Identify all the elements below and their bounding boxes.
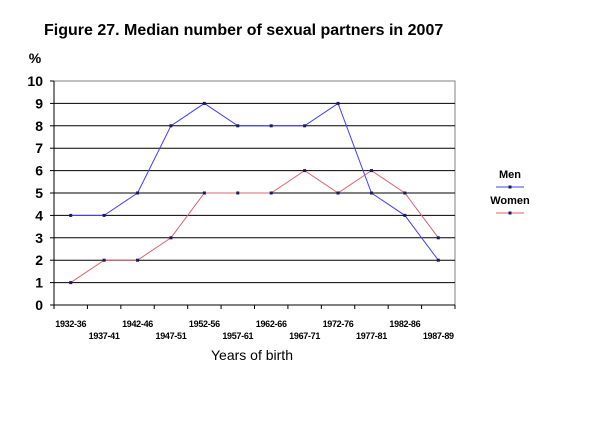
series-line-men xyxy=(70,102,439,261)
data-point xyxy=(102,213,106,217)
data-point xyxy=(269,124,273,128)
data-point xyxy=(436,258,440,262)
data-point xyxy=(69,281,73,285)
data-point xyxy=(102,258,106,262)
y-axis-label: % xyxy=(29,50,42,66)
y-tick-label: 9 xyxy=(35,95,43,111)
data-point xyxy=(303,169,307,173)
y-tick-label: 1 xyxy=(35,275,43,291)
data-point xyxy=(136,258,140,262)
legend-label: Women xyxy=(490,195,530,207)
data-point xyxy=(369,191,373,195)
y-tick-label: 0 xyxy=(35,297,43,313)
data-point xyxy=(169,124,173,128)
y-tick-label: 6 xyxy=(35,163,43,179)
y-tick-label: 5 xyxy=(35,185,43,201)
x-tick-label: 1932-36 xyxy=(55,319,86,329)
y-tick-label: 3 xyxy=(35,230,43,246)
data-point xyxy=(169,236,173,240)
data-point xyxy=(336,191,340,195)
data-point xyxy=(403,191,407,195)
data-point xyxy=(369,169,373,173)
y-tick-label: 2 xyxy=(35,252,43,268)
data-point xyxy=(436,236,440,240)
chart-title: Figure 27. Median number of sexual partn… xyxy=(44,22,444,39)
x-tick-label: 1962-66 xyxy=(256,319,287,329)
x-tick-label: 1942-46 xyxy=(122,319,153,329)
data-point xyxy=(403,213,407,217)
y-tick-label: 7 xyxy=(35,140,43,156)
x-tick-label: 1972-76 xyxy=(323,319,354,329)
x-axis-label: Years of birth xyxy=(211,347,293,363)
data-point xyxy=(69,213,73,217)
series-line-women xyxy=(70,169,439,284)
x-tick-label: 1952-56 xyxy=(189,319,220,329)
x-tick-label: 1982-86 xyxy=(389,319,420,329)
data-point xyxy=(236,191,240,195)
y-tick-label: 4 xyxy=(35,207,43,223)
data-point xyxy=(236,124,240,128)
x-tick-label: 1987-89 xyxy=(423,331,454,341)
data-point xyxy=(336,101,340,105)
legend-marker xyxy=(508,211,512,215)
y-tick-label: 8 xyxy=(35,118,43,134)
x-tick-label: 1967-71 xyxy=(289,331,320,341)
x-tick-label: 1937-41 xyxy=(89,331,120,341)
y-tick-label: 10 xyxy=(27,73,43,89)
legend-label: Men xyxy=(499,169,521,181)
x-tick-label: 1977-81 xyxy=(356,331,387,341)
data-point xyxy=(136,191,140,195)
x-tick-label: 1957-61 xyxy=(222,331,253,341)
data-point xyxy=(202,191,206,195)
data-point xyxy=(269,191,273,195)
legend-marker xyxy=(508,185,512,189)
x-tick-label: 1947-51 xyxy=(155,331,186,341)
data-point xyxy=(303,124,307,128)
data-point xyxy=(202,101,206,105)
